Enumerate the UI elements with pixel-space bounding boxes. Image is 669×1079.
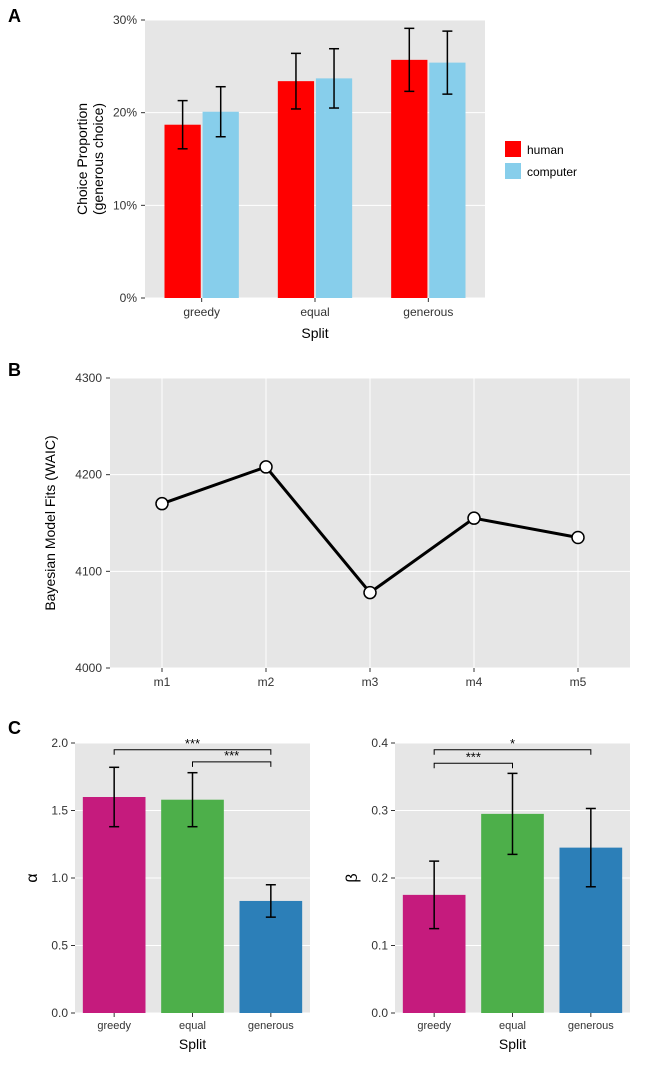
svg-text:m3: m3 <box>362 675 379 689</box>
svg-text:***: *** <box>466 749 481 764</box>
svg-text:(generous choice): (generous choice) <box>90 103 106 215</box>
svg-text:0.0: 0.0 <box>371 1006 388 1020</box>
svg-text:4200: 4200 <box>75 468 102 482</box>
svg-text:m2: m2 <box>258 675 275 689</box>
svg-text:1.5: 1.5 <box>51 804 68 818</box>
svg-text:human: human <box>527 143 564 157</box>
panel-b-svg: 4000 4100 4200 4300 m1 m2 m3 m4 m5 Bayesian Model… <box>0 358 669 718</box>
svg-text:0.1: 0.1 <box>371 939 388 953</box>
svg-text:10%: 10% <box>113 198 137 212</box>
svg-text:greedy: greedy <box>417 1020 451 1032</box>
svg-text:greedy: greedy <box>183 305 220 319</box>
svg-text:4300: 4300 <box>75 371 102 385</box>
svg-text:0.3: 0.3 <box>371 804 388 818</box>
svg-text:equal: equal <box>179 1020 206 1032</box>
svg-text:0.5: 0.5 <box>51 939 68 953</box>
panel-a-svg: 0% 10% 20% 30% greedy equal generous Choice Pro… <box>0 0 669 350</box>
svg-text:equal: equal <box>300 305 329 319</box>
svg-text:equal: equal <box>499 1020 526 1032</box>
svg-text:0%: 0% <box>120 291 138 305</box>
svg-text:2.0: 2.0 <box>51 736 68 750</box>
svg-text:computer: computer <box>527 165 577 179</box>
panel-c-svg: 0.00.51.01.52.0greedyequalgenerous******… <box>0 718 669 1079</box>
svg-text:20%: 20% <box>113 106 137 120</box>
svg-text:1.0: 1.0 <box>51 871 68 885</box>
svg-text:Split: Split <box>301 325 328 341</box>
svg-text:4100: 4100 <box>75 564 102 578</box>
svg-text:m5: m5 <box>570 675 587 689</box>
svg-text:generous: generous <box>568 1020 614 1032</box>
svg-text:***: *** <box>224 748 239 763</box>
svg-text:generous: generous <box>403 305 453 319</box>
svg-text:m4: m4 <box>466 675 483 689</box>
svg-text:0.2: 0.2 <box>371 871 388 885</box>
svg-text:0.4: 0.4 <box>371 736 388 750</box>
svg-text:30%: 30% <box>113 13 137 27</box>
figure-root: A B C 0%10%20%30%greedyequalgenerousChoi… <box>0 0 669 1079</box>
svg-text:Split: Split <box>179 1036 206 1052</box>
svg-text:***: *** <box>185 736 200 751</box>
svg-text:4000: 4000 <box>75 661 102 675</box>
svg-text:α: α <box>24 873 41 882</box>
svg-text:Choice Proportion: Choice Proportion <box>74 103 90 215</box>
svg-text:generous: generous <box>248 1020 294 1032</box>
svg-text:m1: m1 <box>154 675 171 689</box>
svg-text:Split: Split <box>499 1036 526 1052</box>
svg-text:Bayesian Model Fits (WAIC): Bayesian Model Fits (WAIC) <box>42 435 58 610</box>
svg-text:*: * <box>510 736 515 751</box>
svg-text:β: β <box>344 873 361 882</box>
svg-text:greedy: greedy <box>97 1020 131 1032</box>
svg-text:0.0: 0.0 <box>51 1006 68 1020</box>
